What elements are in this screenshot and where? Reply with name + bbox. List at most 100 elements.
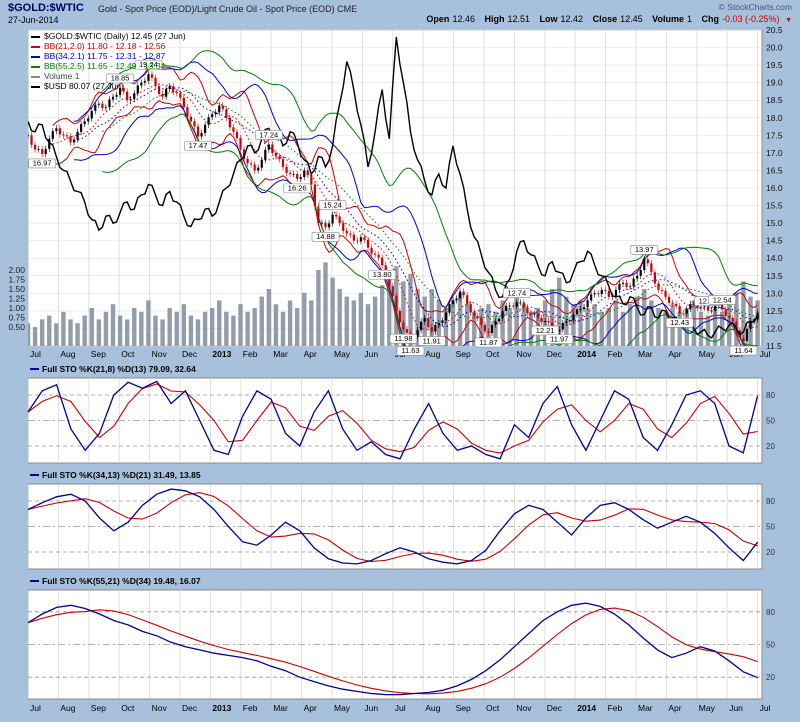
svg-text:Apr: Apr	[668, 703, 681, 713]
close-value: 12.45	[620, 14, 643, 24]
svg-text:14.88: 14.88	[316, 232, 335, 241]
y-axis-labels: 11.5 12.0 12.5 13.0 13.5 14.0 14.5 15.0 15.5 16.0…	[766, 26, 783, 351]
svg-text:11.98: 11.98	[394, 334, 412, 343]
svg-text:Aug: Aug	[60, 349, 75, 359]
stochastic-panel-3: Full STO %K(55,21) %D(34) 19.48, 16.07 Ju…	[27, 576, 775, 713]
svg-text:12.74: 12.74	[507, 288, 526, 297]
svg-text:Oct: Oct	[121, 349, 135, 359]
svg-text:15.0: 15.0	[766, 218, 783, 228]
svg-text:Nov: Nov	[516, 703, 532, 713]
svg-text:Jun: Jun	[729, 703, 743, 713]
svg-text:12.54: 12.54	[713, 295, 732, 304]
chart-legend: $GOLD:$WTIC (Daily) 12.45 (27 Jun) BB(21,…	[31, 31, 186, 91]
svg-text:13.97: 13.97	[635, 245, 654, 254]
svg-text:Oct: Oct	[486, 349, 500, 359]
svg-text:May: May	[334, 703, 351, 713]
svg-text:Aug: Aug	[425, 349, 440, 359]
svg-text:16.5: 16.5	[766, 165, 783, 175]
svg-text:Oct: Oct	[486, 703, 500, 713]
svg-text:16.97: 16.97	[33, 159, 52, 168]
legend-row: $GOLD:$WTIC (Daily) 12.45 (27 Jun)	[31, 31, 186, 41]
svg-text:1.00: 1.00	[8, 303, 25, 313]
svg-text:2013: 2013	[212, 703, 231, 713]
svg-text:13.5: 13.5	[766, 271, 783, 281]
legend-marker-icon	[31, 45, 40, 48]
volume-bars	[28, 262, 760, 346]
svg-text:14.0: 14.0	[766, 253, 783, 263]
percent-d-line	[27, 607, 758, 695]
svg-text:20.5: 20.5	[766, 26, 783, 35]
svg-text:Dec: Dec	[547, 349, 563, 359]
svg-text:Dec: Dec	[547, 703, 563, 713]
svg-text:18.5: 18.5	[766, 95, 783, 105]
svg-text:11.91: 11.91	[423, 336, 441, 345]
open-value: 12.46	[452, 14, 475, 24]
svg-text:2.00: 2.00	[8, 265, 25, 275]
svg-text:Dec: Dec	[182, 349, 198, 359]
svg-text:Sep: Sep	[91, 703, 106, 713]
svg-text:13.0: 13.0	[766, 288, 783, 298]
svg-text:Sep: Sep	[91, 349, 106, 359]
svg-text:1.75: 1.75	[8, 275, 25, 285]
low-value: 12.42	[560, 14, 584, 24]
svg-text:12.0: 12.0	[766, 323, 783, 333]
legend-text: $USD 80.07 (27 Jun)	[44, 81, 124, 91]
svg-text:20: 20	[766, 548, 775, 557]
svg-text:16.0: 16.0	[766, 183, 783, 193]
svg-text:0.75: 0.75	[8, 313, 25, 323]
svg-text:Apr: Apr	[304, 349, 317, 359]
usd-overlay-line	[28, 36, 759, 339]
svg-text:15.24: 15.24	[323, 200, 342, 209]
threshold-lines: 20 50 80	[28, 391, 775, 451]
percent-k-line	[27, 602, 758, 696]
svg-text:Feb: Feb	[243, 349, 258, 359]
svg-text:11.63: 11.63	[401, 346, 419, 355]
svg-text:Feb: Feb	[608, 349, 623, 359]
threshold-lines: 20 50 80	[28, 497, 775, 557]
svg-text:12.5: 12.5	[766, 306, 783, 316]
svg-text:May: May	[699, 703, 716, 713]
svg-text:Full STO %K(34,13) %D(21) 31.: Full STO %K(34,13) %D(21) 31.49, 13.85	[42, 470, 201, 480]
svg-text:Oct: Oct	[121, 703, 135, 713]
svg-text:11.97: 11.97	[550, 334, 568, 343]
svg-text:Aug: Aug	[60, 703, 75, 713]
svg-text:50: 50	[766, 417, 775, 426]
svg-text:15.5: 15.5	[766, 201, 783, 211]
svg-text:Aug: Aug	[425, 703, 440, 713]
svg-text:16.26: 16.26	[288, 184, 307, 193]
open-label: Open	[426, 14, 450, 24]
svg-text:19.5: 19.5	[766, 60, 783, 70]
svg-text:12.43: 12.43	[670, 318, 689, 327]
svg-text:18.0: 18.0	[766, 113, 783, 123]
change-label: Chg	[701, 14, 720, 24]
svg-text:11.5: 11.5	[766, 341, 782, 351]
svg-text:1.25: 1.25	[8, 294, 25, 304]
svg-text:11.64: 11.64	[734, 346, 752, 355]
svg-text:Jul: Jul	[760, 349, 771, 359]
svg-text:1.50: 1.50	[8, 284, 25, 294]
percent-d-line	[27, 492, 758, 563]
percent-k-line	[27, 380, 759, 460]
legend-marker-icon	[31, 65, 40, 68]
svg-text:2014: 2014	[577, 703, 596, 713]
svg-text:20.0: 20.0	[766, 43, 783, 53]
legend-row: BB(34,2.1) 11.75 - 12.31 - 12.87	[31, 51, 186, 61]
volume-value: 1	[686, 14, 692, 24]
panel-title: Full STO %K(21,8) %D(13) 79.09, 32.64	[30, 364, 196, 374]
legend-marker-icon	[31, 35, 40, 38]
change-value: -0.03 (-0.25%)	[722, 14, 780, 24]
svg-text:80: 80	[766, 497, 775, 506]
svg-text:14.5: 14.5	[766, 236, 783, 246]
svg-text:May: May	[334, 349, 351, 359]
legend-text: BB(34,2.1) 11.75 - 12.31 - 12.87	[44, 51, 166, 61]
svg-text:Jul: Jul	[760, 703, 771, 713]
legend-row: Volume 1	[31, 71, 186, 81]
svg-text:Nov: Nov	[152, 349, 168, 359]
main-price-chart: Jul Aug Sep Oct Nov Dec 2013 Feb Mar Apr May Jun Jul…	[8, 26, 783, 359]
legend-text: Volume 1	[44, 71, 80, 81]
close-label: Close	[592, 14, 618, 24]
svg-text:0.50: 0.50	[8, 322, 25, 332]
svg-text:2013: 2013	[212, 349, 231, 359]
svg-text:Nov: Nov	[152, 703, 168, 713]
